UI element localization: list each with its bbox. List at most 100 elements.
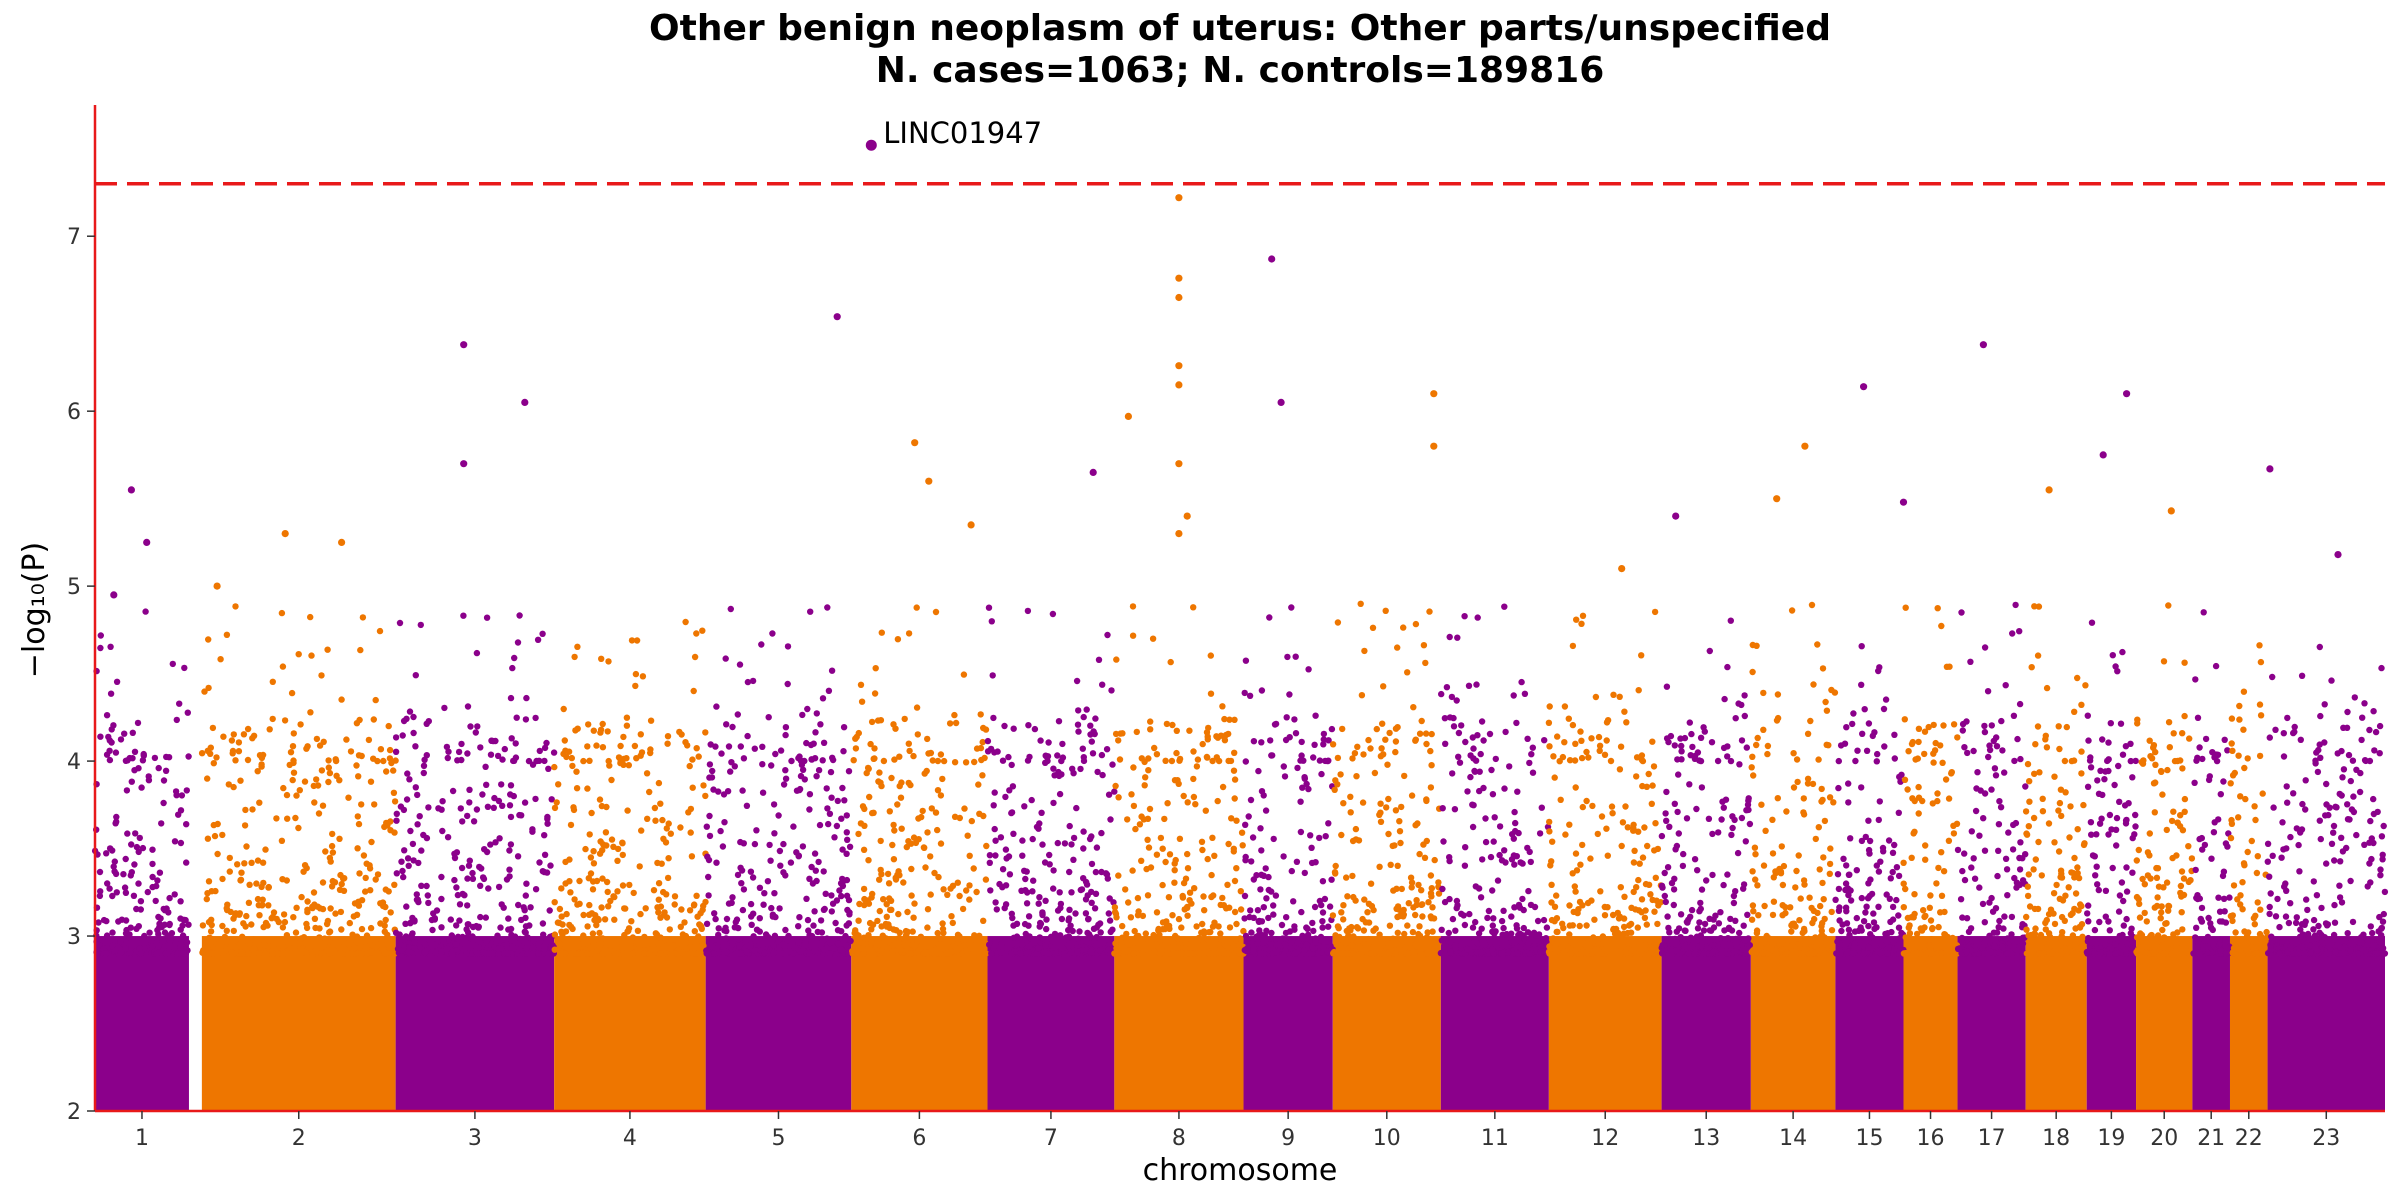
snp-point	[1307, 832, 1314, 839]
snp-point	[1338, 831, 1345, 839]
snp-point	[296, 787, 303, 794]
snp-point	[1316, 757, 1324, 764]
snp-point	[209, 950, 217, 957]
snp-point	[1684, 919, 1691, 926]
snp-point	[1609, 911, 1617, 919]
snp-point	[1686, 781, 1693, 788]
snp-point	[1377, 818, 1385, 825]
snp-point	[669, 950, 676, 957]
snp-point	[256, 912, 263, 919]
snp-point	[1935, 923, 1942, 931]
snp-point	[103, 932, 111, 939]
snp-point	[336, 886, 344, 893]
snp-point	[1349, 872, 1356, 880]
snp-point	[1877, 858, 1884, 865]
snp-point	[1620, 923, 1628, 931]
snp-point	[514, 639, 522, 646]
snp-point	[1001, 722, 1008, 730]
snp-point	[1995, 949, 2002, 956]
chromosome-band-16	[1903, 936, 1958, 1111]
snp-point	[1013, 933, 1021, 940]
snp-point	[1498, 917, 1506, 925]
snp-point	[1638, 896, 1646, 903]
snp-point	[1732, 917, 1739, 924]
snp-point	[1237, 888, 1245, 895]
snp-point	[1735, 700, 1742, 707]
snp-point	[1056, 790, 1064, 798]
snp-point	[287, 749, 295, 756]
snp-point	[706, 812, 713, 820]
snp-point	[1904, 914, 1912, 922]
snp-point	[940, 886, 947, 893]
snp-point	[392, 734, 400, 741]
snp-point	[1721, 695, 1728, 703]
snp-point	[1310, 927, 1317, 935]
snp-point	[986, 859, 993, 866]
snp-point	[432, 949, 439, 956]
snp-point	[1709, 871, 1716, 879]
snp-point	[416, 813, 423, 820]
snp-point	[584, 923, 591, 930]
snp-point	[1182, 875, 1190, 882]
snp-point	[1698, 886, 1706, 893]
snp-point	[550, 749, 558, 756]
snp-point	[1549, 838, 1556, 845]
snp-point	[327, 858, 334, 865]
snp-point	[1764, 750, 1771, 758]
snp-point	[393, 817, 400, 824]
snp-point	[1312, 935, 1319, 942]
snp-point	[1215, 923, 1222, 930]
snp-point	[614, 857, 621, 864]
snp-point	[440, 937, 447, 944]
snp-point	[913, 704, 921, 711]
snp-point	[1938, 892, 1946, 899]
snp-point	[1249, 834, 1257, 841]
snp-point	[917, 933, 925, 940]
snp-point	[482, 763, 489, 770]
snp-point	[1788, 950, 1795, 957]
snp-point	[1736, 929, 1743, 937]
snp-point	[1134, 940, 1142, 947]
snp-point	[1900, 859, 1907, 866]
snp-point	[825, 687, 833, 694]
snp-point	[464, 921, 471, 928]
snp-point	[362, 874, 369, 882]
snp-point	[1267, 941, 1274, 948]
snp-point	[1621, 708, 1628, 715]
snp-point	[1881, 743, 1888, 750]
snp-point	[841, 797, 848, 804]
snp-point	[383, 819, 390, 827]
snp-point	[525, 757, 533, 765]
snp-point	[1649, 738, 1656, 745]
snp-point	[1738, 737, 1746, 744]
snp-point	[106, 845, 114, 852]
snp-point	[1732, 888, 1739, 895]
snp-point	[1596, 747, 1603, 754]
snp-point	[410, 729, 417, 737]
snp-point	[1601, 912, 1609, 919]
snp-point	[831, 944, 838, 952]
snp-point	[283, 932, 291, 939]
snp-point	[1653, 897, 1660, 904]
snp-point	[464, 934, 471, 941]
snp-point	[603, 803, 610, 811]
snp-point	[1489, 946, 1496, 953]
snp-point	[657, 950, 664, 957]
snp-point	[507, 813, 515, 821]
snp-point	[97, 632, 105, 639]
snp-point	[605, 903, 612, 910]
snp-point	[637, 752, 644, 759]
snp-point	[1954, 734, 1961, 741]
snp-point	[1943, 950, 1950, 957]
snp-point	[166, 921, 173, 929]
snp-point	[1046, 861, 1053, 868]
snp-point	[382, 886, 389, 893]
snp-point	[1167, 658, 1174, 666]
snp-point	[996, 880, 1003, 888]
snp-point	[1454, 902, 1461, 909]
snp-point	[951, 813, 959, 820]
snp-point	[1226, 924, 1234, 931]
chromosome-band-3	[395, 936, 555, 1111]
snp-point	[1266, 614, 1273, 621]
snp-point	[409, 840, 417, 848]
